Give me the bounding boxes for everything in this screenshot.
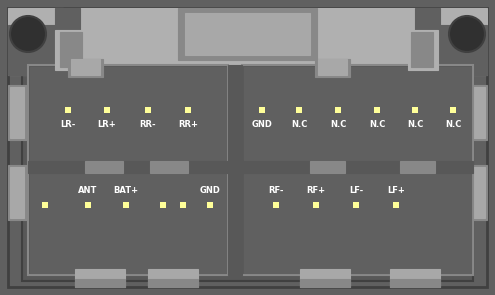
Bar: [310, 161, 345, 173]
Bar: [55, 8, 440, 75]
Bar: [10, 167, 24, 218]
Bar: [300, 279, 350, 287]
Bar: [390, 269, 440, 287]
Bar: [55, 8, 80, 50]
Bar: [123, 202, 129, 208]
Circle shape: [10, 16, 46, 52]
Bar: [318, 59, 347, 75]
Bar: [8, 85, 30, 140]
Bar: [75, 279, 125, 287]
Bar: [296, 107, 302, 113]
Bar: [415, 8, 440, 50]
Text: GND: GND: [251, 120, 272, 129]
Bar: [68, 59, 103, 77]
Bar: [207, 202, 213, 208]
Text: LR+: LR+: [98, 120, 116, 129]
Bar: [42, 202, 48, 208]
Bar: [30, 67, 226, 163]
Bar: [335, 107, 341, 113]
Text: N.C: N.C: [330, 120, 346, 129]
Bar: [465, 85, 487, 140]
Bar: [300, 269, 350, 287]
Bar: [228, 65, 242, 165]
Bar: [75, 269, 125, 287]
Bar: [313, 202, 319, 208]
Bar: [390, 279, 440, 287]
Bar: [440, 8, 487, 75]
Bar: [71, 59, 100, 75]
Bar: [228, 171, 242, 275]
Bar: [471, 87, 485, 138]
Bar: [450, 107, 456, 113]
Bar: [22, 61, 473, 281]
Bar: [185, 13, 310, 55]
Bar: [471, 167, 485, 218]
Text: RR-: RR-: [140, 120, 156, 129]
Text: LF-: LF-: [349, 186, 363, 195]
Bar: [150, 161, 188, 173]
Bar: [180, 202, 186, 208]
Bar: [437, 25, 487, 75]
Text: GND: GND: [199, 186, 220, 195]
Text: LF+: LF+: [387, 186, 405, 195]
Bar: [28, 65, 228, 165]
Bar: [148, 269, 198, 287]
Bar: [8, 8, 63, 75]
Text: N.C: N.C: [445, 120, 461, 129]
Bar: [85, 202, 91, 208]
Bar: [30, 173, 226, 273]
Bar: [8, 25, 58, 75]
Bar: [244, 67, 471, 163]
Text: RR+: RR+: [178, 120, 198, 129]
Bar: [104, 107, 110, 113]
Bar: [374, 107, 380, 113]
Text: N.C: N.C: [369, 120, 385, 129]
Bar: [353, 202, 359, 208]
Bar: [465, 165, 487, 220]
Bar: [411, 32, 433, 67]
Bar: [273, 202, 279, 208]
Bar: [60, 32, 82, 67]
Bar: [65, 107, 71, 113]
Bar: [28, 161, 473, 173]
Bar: [55, 30, 85, 70]
Bar: [242, 65, 473, 165]
Text: N.C: N.C: [291, 120, 307, 129]
Text: N.C: N.C: [407, 120, 423, 129]
Text: ANT: ANT: [78, 186, 98, 195]
Bar: [160, 202, 166, 208]
Bar: [145, 107, 151, 113]
Bar: [148, 279, 198, 287]
Bar: [412, 107, 418, 113]
Bar: [400, 161, 435, 173]
Bar: [178, 8, 317, 60]
Bar: [259, 107, 265, 113]
Bar: [315, 59, 350, 77]
Text: RF-: RF-: [268, 186, 284, 195]
Bar: [10, 87, 24, 138]
Text: BAT+: BAT+: [113, 186, 139, 195]
Bar: [393, 202, 399, 208]
Bar: [185, 107, 191, 113]
Bar: [8, 165, 30, 220]
Bar: [244, 173, 471, 273]
Circle shape: [449, 16, 485, 52]
Bar: [85, 161, 123, 173]
Bar: [28, 171, 228, 275]
Bar: [242, 171, 473, 275]
Text: RF+: RF+: [306, 186, 326, 195]
Text: LR-: LR-: [60, 120, 76, 129]
Bar: [408, 30, 438, 70]
